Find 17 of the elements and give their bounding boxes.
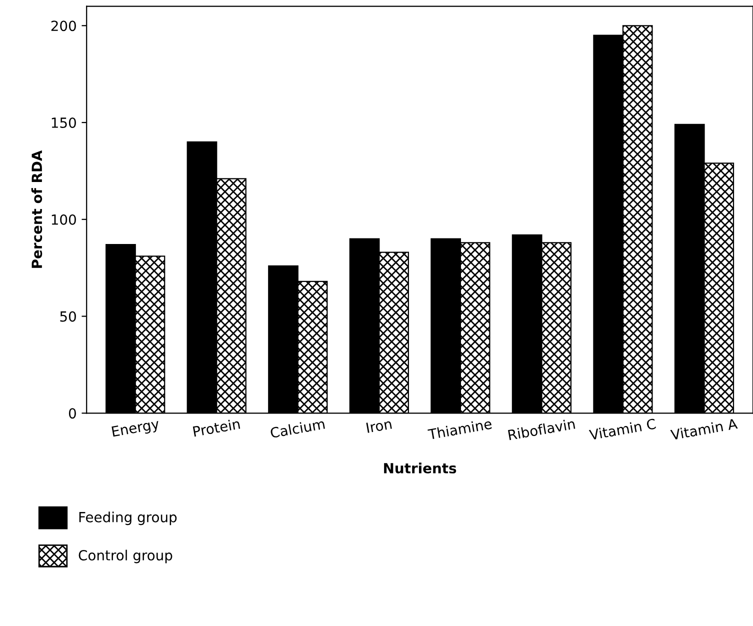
x-tick-label: Vitamin A <box>670 418 738 440</box>
y-axis-title: Percent of RDA <box>31 150 42 268</box>
x-tick-label: Thiamine <box>428 418 492 440</box>
x-tick-label: Protein <box>192 418 240 437</box>
x-tick-label: Riboflavin <box>508 418 576 440</box>
legend-label: Feeding group <box>79 512 177 526</box>
y-tick-label: 200 <box>51 20 76 32</box>
y-tick-label: 50 <box>60 311 76 322</box>
x-axis-title: Nutrients <box>384 462 456 474</box>
x-tick-label: Calcium <box>270 418 325 438</box>
x-tick-label: Energy <box>112 418 160 440</box>
legend-label: Control group <box>78 550 172 564</box>
y-tick-label: 0 <box>68 408 76 419</box>
y-tick-label: 100 <box>52 214 76 225</box>
x-tick-label: Vitamin C <box>588 418 656 440</box>
y-tick-label: 150 <box>52 117 76 128</box>
x-tick-label: Iron <box>366 418 392 434</box>
